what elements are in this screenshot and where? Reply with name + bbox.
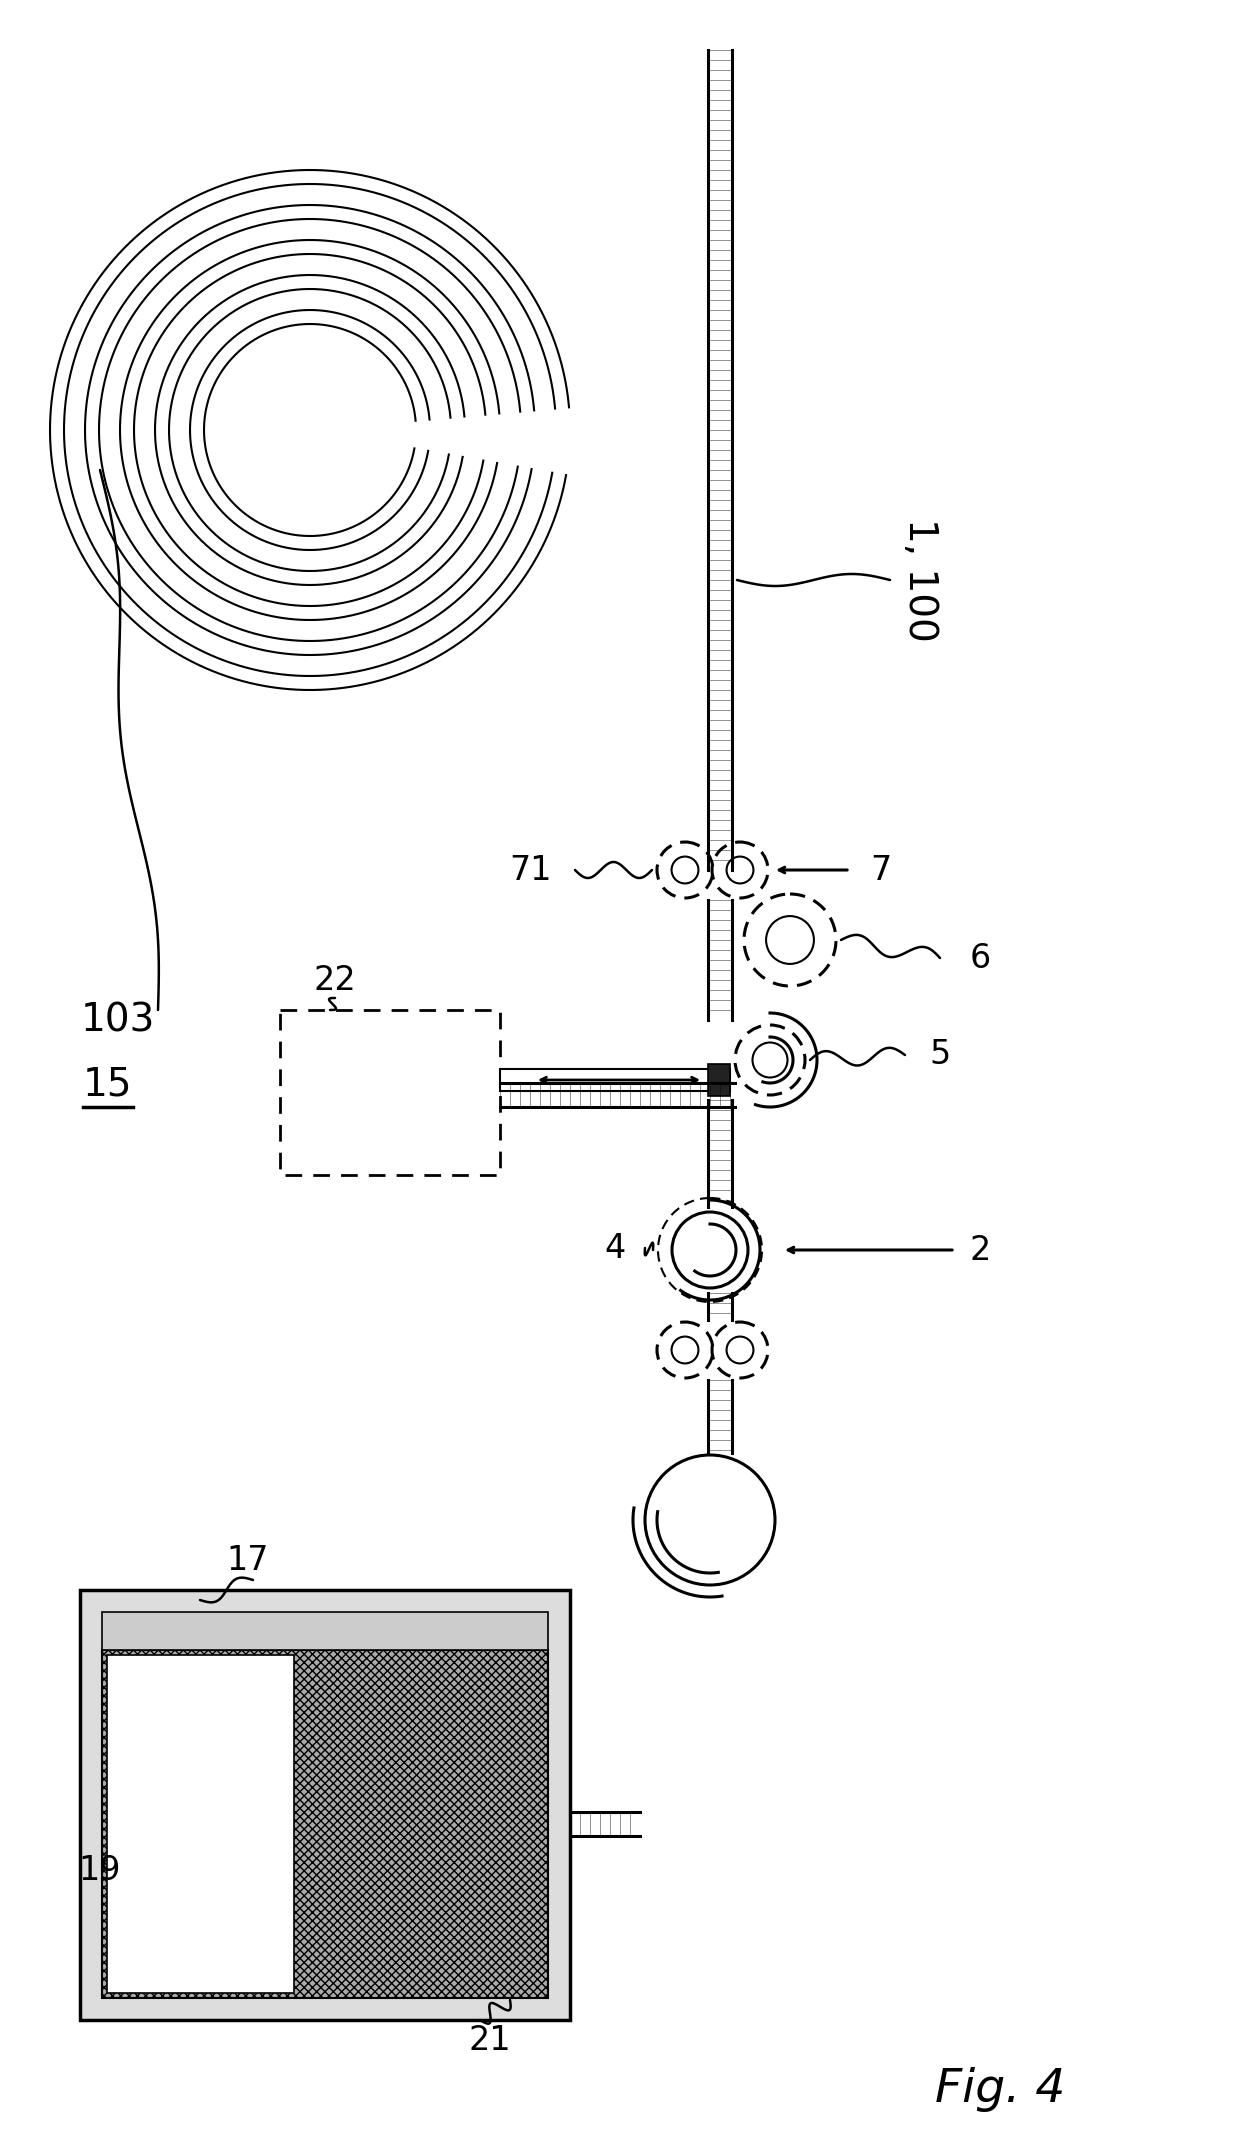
Bar	[280, 1009, 500, 1174]
Text: 17: 17	[227, 1544, 269, 1576]
Text: 4: 4	[604, 1232, 626, 1265]
Bar	[500, 1069, 730, 1091]
Text: Fig. 4: Fig. 4	[935, 2068, 1065, 2113]
Bar	[102, 1651, 548, 1999]
Bar	[708, 1065, 730, 1095]
Text: 1, 100: 1, 100	[901, 517, 939, 642]
Text: 7: 7	[870, 855, 892, 887]
Text: 71: 71	[508, 855, 552, 887]
Text: 103: 103	[81, 1001, 155, 1039]
Text: 5: 5	[929, 1039, 951, 1071]
Text: 19: 19	[79, 1853, 122, 1887]
Text: 22: 22	[314, 964, 356, 996]
Bar	[107, 1655, 294, 1992]
Bar	[102, 1612, 548, 1651]
Text: 2: 2	[970, 1235, 991, 1267]
Text: 21: 21	[469, 2022, 511, 2057]
Text: 15: 15	[83, 1067, 133, 1104]
Bar	[81, 1591, 570, 2020]
Text: 6: 6	[970, 943, 991, 975]
